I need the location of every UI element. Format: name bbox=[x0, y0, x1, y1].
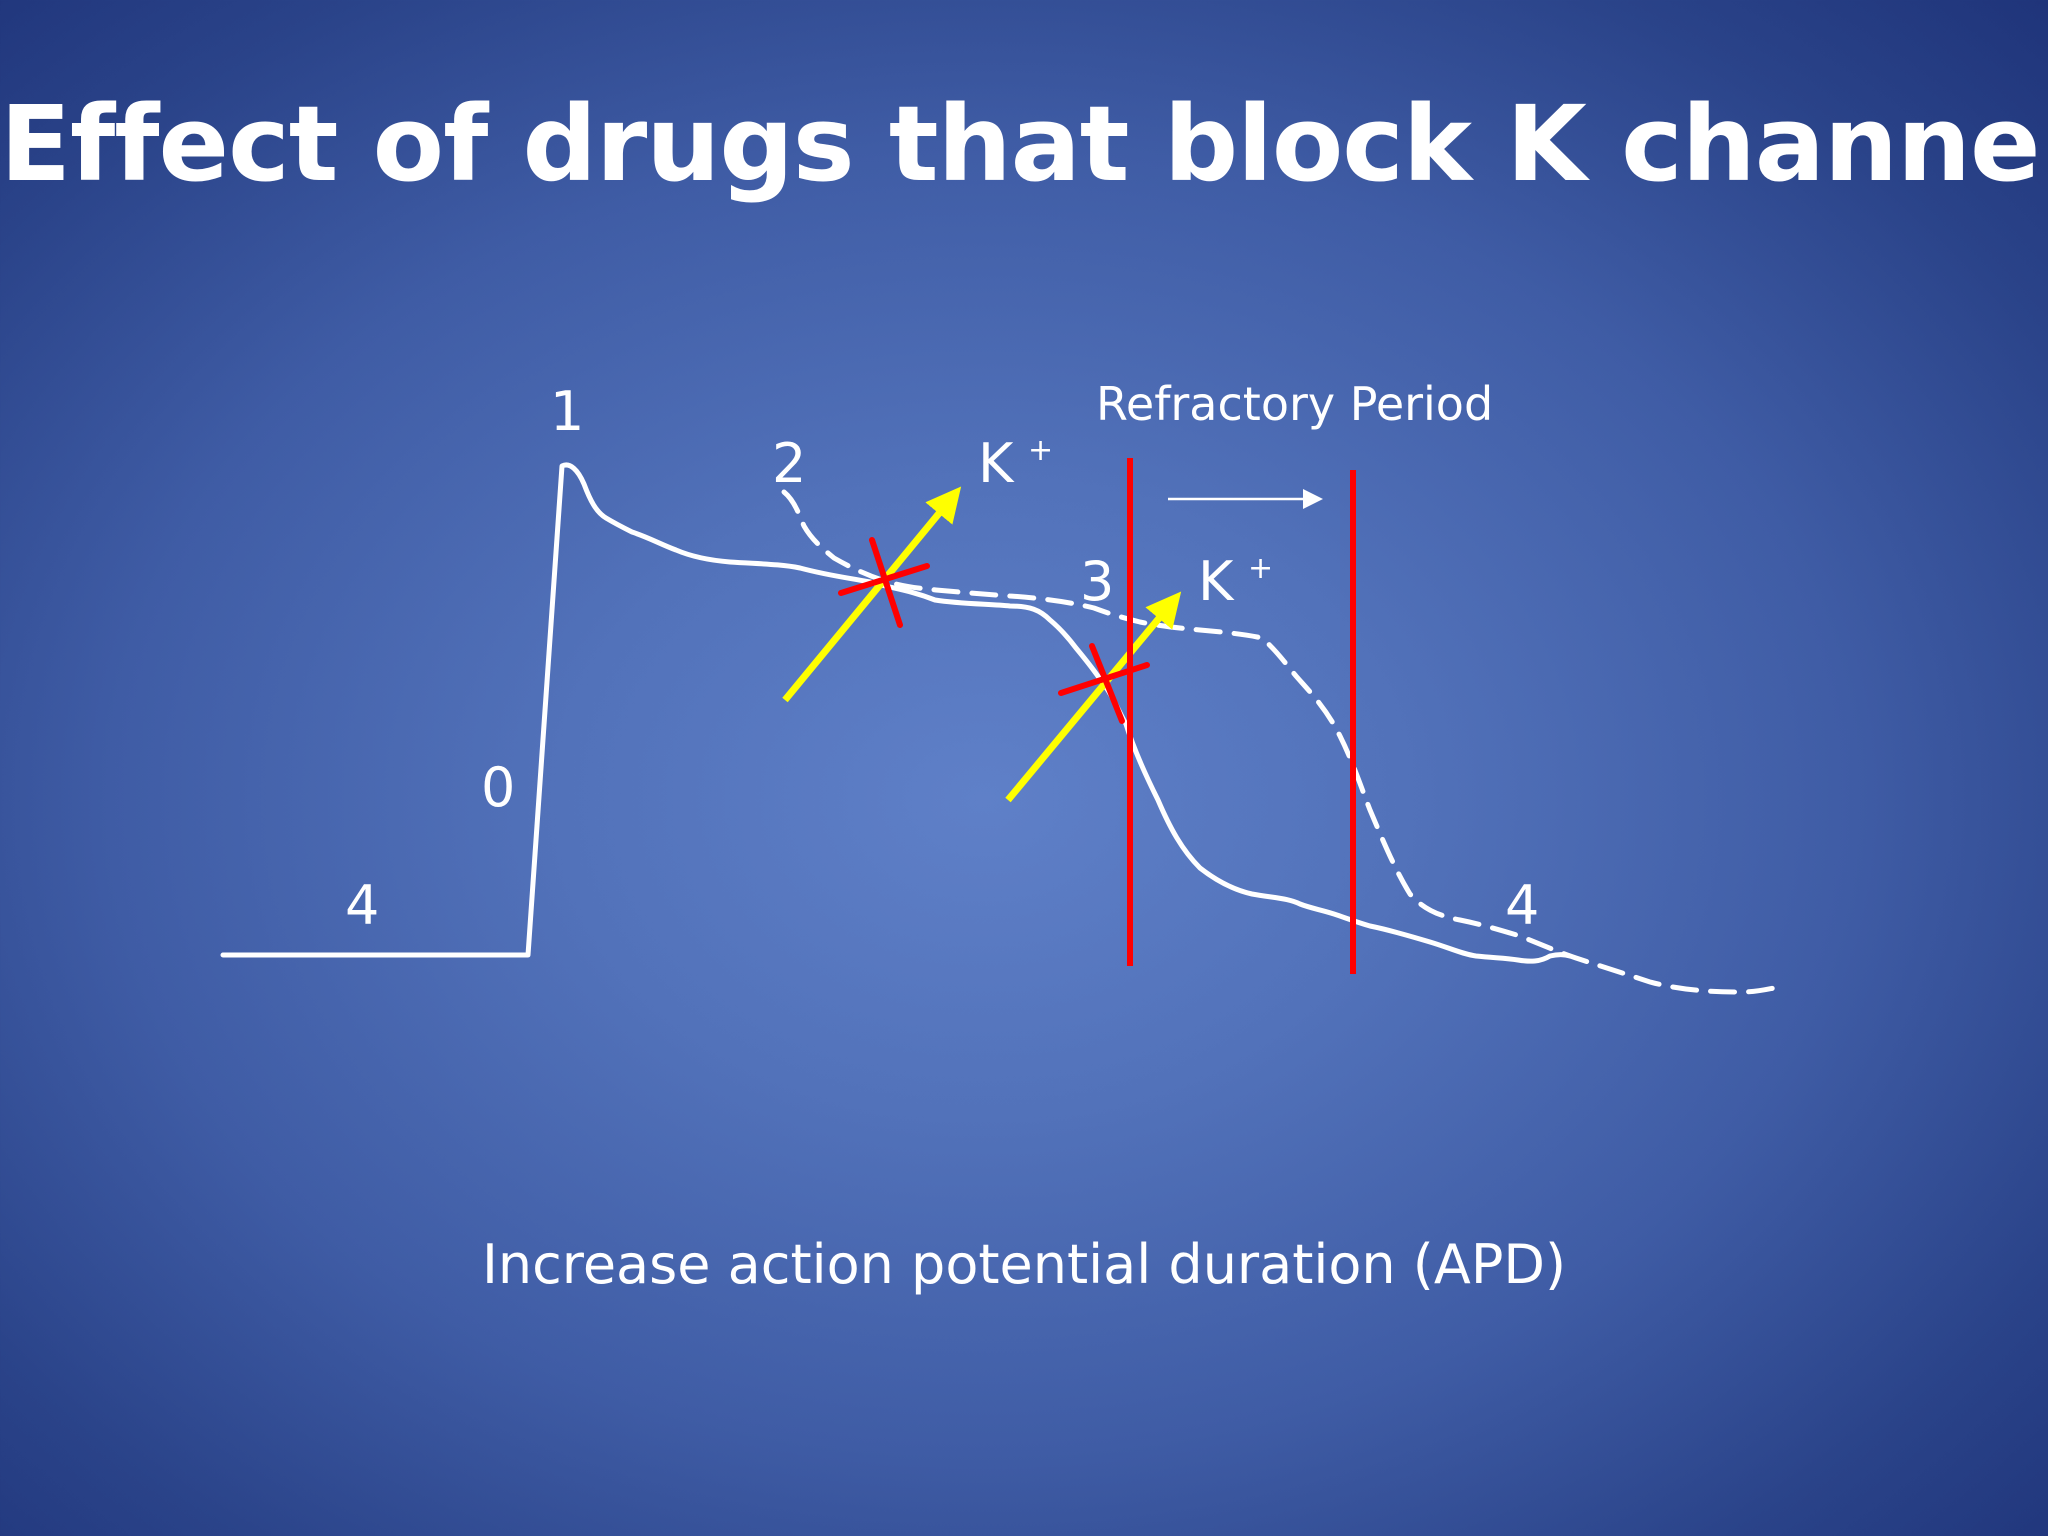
k-efflux-arrow-phase-2 bbox=[782, 486, 962, 703]
phase-4-right-label: 4 bbox=[1505, 874, 1539, 937]
phase-0-label: 0 bbox=[481, 756, 515, 819]
refractory-period-label: Refractory Period bbox=[1096, 377, 1493, 431]
k-ion-label-phase-3: K + bbox=[1198, 550, 1273, 613]
prolonged-action-potential-trace bbox=[781, 489, 1777, 995]
k-charge: + bbox=[1028, 433, 1053, 468]
phase-1-label: 1 bbox=[550, 380, 584, 443]
phase-2-label: 2 bbox=[772, 432, 806, 495]
slide-title: Effect of drugs that block K channels bbox=[0, 83, 2048, 205]
phase-3-label: 3 bbox=[1080, 550, 1114, 613]
k-ion-label-phase-2: K + bbox=[978, 432, 1053, 495]
k-efflux-arrow-phase-3 bbox=[1005, 591, 1182, 803]
k-charge: + bbox=[1248, 551, 1273, 586]
k-symbol: K bbox=[978, 432, 1015, 495]
k-symbol: K bbox=[1198, 550, 1235, 613]
block-mark-phase-2 bbox=[838, 537, 930, 628]
baseline-action-potential-trace bbox=[220, 462, 1573, 964]
phase-4-left-label: 4 bbox=[345, 874, 379, 937]
slide-caption: Increase action potential duration (APD) bbox=[481, 1233, 1567, 1296]
block-mark-phase-3 bbox=[1058, 643, 1150, 724]
